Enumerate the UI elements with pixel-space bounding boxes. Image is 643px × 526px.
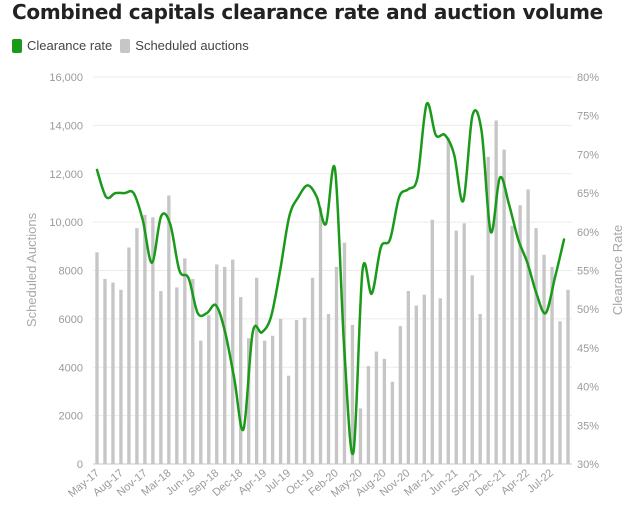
auction-bar <box>478 314 482 464</box>
auction-bar <box>159 291 163 464</box>
legend-label-scheduled-auctions: Scheduled auctions <box>135 38 249 53</box>
auction-bar <box>358 408 363 464</box>
right-tick-label: 55% <box>577 266 599 278</box>
auction-bar <box>207 315 211 464</box>
auction-bar <box>183 258 187 464</box>
auction-bar <box>262 340 267 464</box>
left-tick-label: 4000 <box>59 362 83 374</box>
auction-bar <box>326 314 331 464</box>
auction-bar <box>366 366 371 464</box>
auction-bar <box>454 230 458 464</box>
chart-legend: Clearance rate Scheduled auctions <box>12 38 257 53</box>
auction-bar <box>334 266 339 464</box>
auction-bar <box>318 207 323 465</box>
auction-bar <box>486 156 490 464</box>
right-tick-label: 30% <box>577 459 599 471</box>
right-tick-label: 35% <box>577 420 599 432</box>
auction-bar <box>510 225 514 464</box>
auction-bar <box>494 120 498 464</box>
auction-bar <box>286 375 291 464</box>
auction-bar <box>175 287 179 464</box>
auction-bar <box>518 205 522 464</box>
auction-bar <box>566 289 570 464</box>
auction-bar <box>558 321 562 464</box>
auction-bar <box>310 277 315 464</box>
left-tick-label: 16,000 <box>49 72 83 84</box>
auction-bar <box>294 320 299 464</box>
auction-bar <box>135 228 139 464</box>
left-tick-label: 10,000 <box>49 217 83 229</box>
auction-bar <box>470 275 474 464</box>
auction-bar <box>127 247 131 464</box>
auction-bar <box>526 189 530 465</box>
auction-bar <box>270 335 275 464</box>
auction-bar <box>550 266 554 464</box>
x-tick-label: Jul-22 <box>525 467 556 495</box>
left-tick-label: 8000 <box>59 266 83 278</box>
auction-bar <box>254 277 259 464</box>
legend-swatch-clearance-rate <box>12 38 22 53</box>
auction-bar <box>167 195 171 465</box>
clearance-rate-line <box>95 101 566 456</box>
auction-bar <box>191 278 195 464</box>
legend-label-clearance-rate: Clearance rate <box>27 38 113 53</box>
auction-bar <box>446 137 450 464</box>
auction-bar <box>239 297 243 464</box>
auction-bar <box>278 318 283 464</box>
auction-bar <box>223 266 227 464</box>
auction-bar <box>95 252 99 464</box>
auction-bar <box>406 291 411 464</box>
auction-bar <box>215 264 219 464</box>
auction-bar <box>382 358 387 464</box>
chart-title: Combined capitals clearance rate and auc… <box>12 0 603 24</box>
left-tick-label: 14,000 <box>49 120 83 132</box>
auction-bar <box>246 338 251 464</box>
auction-bar <box>111 282 115 464</box>
left-tick-label: 6000 <box>59 314 83 326</box>
legend-item-scheduled-auctions[interactable]: Scheduled auctions <box>120 38 249 53</box>
auction-bar <box>422 294 426 464</box>
auction-bar <box>414 305 419 464</box>
auction-bar <box>302 317 307 464</box>
auction-bar <box>534 228 538 464</box>
left-tick-label: 2000 <box>59 411 83 423</box>
auction-bar <box>374 351 379 464</box>
auction-bar <box>398 326 403 464</box>
auction-bar <box>103 278 107 464</box>
auction-bar <box>390 381 395 464</box>
grid-lines <box>93 76 572 465</box>
right-tick-label: 45% <box>577 343 599 355</box>
legend-swatch-scheduled-auctions <box>120 38 131 53</box>
x-axis-ticks: May-17Aug-17Nov-17Mar-18Jun-18Sep-18Dec-… <box>66 467 556 500</box>
right-tick-label: 60% <box>577 227 599 239</box>
right-tick-label: 50% <box>577 304 599 316</box>
right-axis-label: Clearance Rate <box>610 225 625 315</box>
auction-bar <box>199 340 203 464</box>
left-axis-ticks: 0 2000 4000 6000 8000 10,000 12,000 14,000 16,00… <box>49 72 83 471</box>
auction-bar <box>542 254 546 464</box>
auction-bar <box>430 219 434 464</box>
auction-bar <box>502 149 506 464</box>
right-tick-label: 40% <box>577 382 599 394</box>
auction-bar <box>438 298 442 464</box>
right-tick-label: 70% <box>577 149 599 161</box>
right-axis-ticks: 30% 35% 40% 45% 50% 55% 60% 65% 70% 75% 80% <box>577 72 599 471</box>
right-tick-label: 75% <box>577 111 599 123</box>
auction-bar <box>350 324 355 464</box>
auction-bar <box>119 289 123 464</box>
bar-series <box>95 120 570 465</box>
auction-bar <box>151 217 155 464</box>
left-tick-label: 0 <box>77 459 83 471</box>
legend-item-clearance-rate[interactable]: Clearance rate <box>12 38 112 53</box>
right-tick-label: 80% <box>577 72 599 84</box>
auction-bar <box>462 223 466 464</box>
auction-bar <box>143 214 147 464</box>
right-tick-label: 65% <box>577 188 599 200</box>
left-tick-label: 12,000 <box>49 169 83 181</box>
left-axis-label: Scheduled Auctions <box>24 212 39 327</box>
auction-bar <box>231 259 235 464</box>
